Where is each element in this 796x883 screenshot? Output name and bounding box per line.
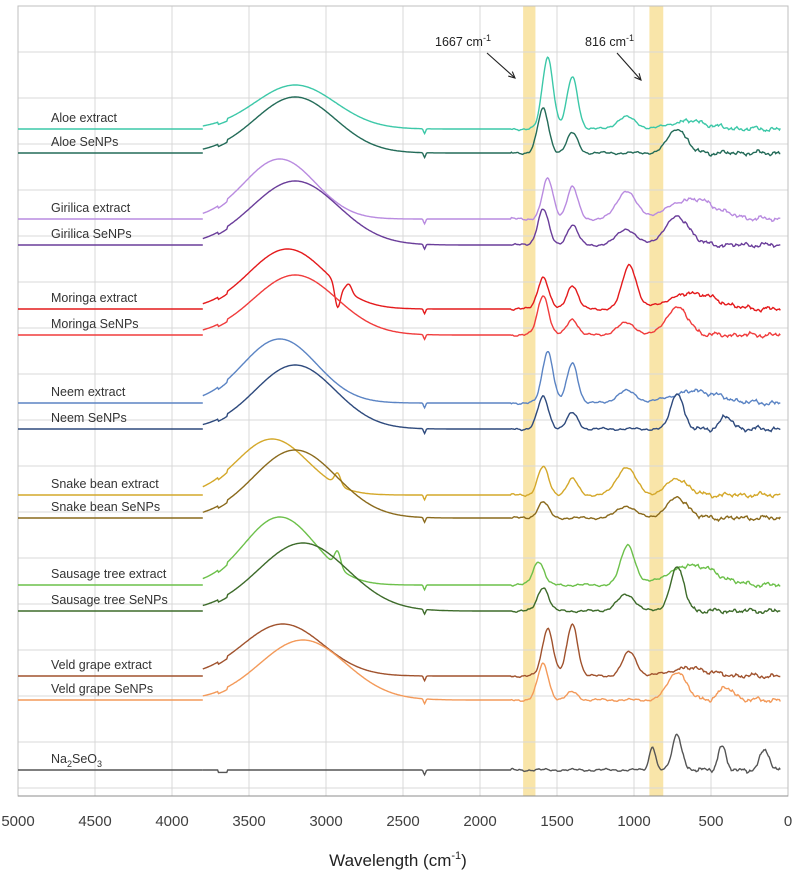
x-axis-title-exponent: -1 <box>451 850 461 862</box>
series-line-neem-extract <box>202 338 781 410</box>
series-label-veld-grape-senps: Veld grape SeNPs <box>51 682 153 696</box>
highlight-band-1667 <box>523 6 536 796</box>
series-labels: Aloe extract Aloe SeNPs Girilica extract Gi… <box>51 111 168 769</box>
series-line-sausage-tree-extract <box>202 516 781 592</box>
x-tick-label-1500: 1500 <box>540 813 573 830</box>
series-label-na2seo3: Na2SeO3 <box>51 752 102 769</box>
series-line-na2seo3 <box>202 733 781 777</box>
x-tick-label-1000: 1000 <box>617 813 650 830</box>
x-tick-label-0: 0 <box>784 813 792 830</box>
series-label-snake-bean-senps: Snake bean SeNPs <box>51 500 160 514</box>
highlight-bands <box>523 6 664 796</box>
series-line-snake-bean-extract <box>202 438 781 502</box>
series-line-neem-senps <box>202 364 781 436</box>
series-line-girilica-senps <box>202 180 781 251</box>
x-tick-label-2000: 2000 <box>463 813 496 830</box>
x-tick-label-3000: 3000 <box>309 813 342 830</box>
spectra <box>18 56 781 777</box>
x-tick-label-2500: 2500 <box>386 813 419 830</box>
highlight-band-816 <box>649 6 664 796</box>
annotation-arrowhead-1 <box>634 73 642 81</box>
series-line-aloe-extract <box>202 56 781 136</box>
series-label-veld-grape-extract: Veld grape extract <box>51 658 152 672</box>
series-line-girilica-extract <box>202 158 781 226</box>
series-label-sausage-tree-extract: Sausage tree extract <box>51 567 167 581</box>
annotation-arrow-1 <box>616 52 642 81</box>
series-label-neem-senps: Neem SeNPs <box>51 411 127 425</box>
series-label-aloe-senps: Aloe SeNPs <box>51 135 118 149</box>
x-tick-label-4000: 4000 <box>155 813 188 830</box>
series-label-aloe-extract: Aloe extract <box>51 111 118 125</box>
annotation-arrowhead-0 <box>508 71 516 79</box>
series-line-moringa-senps <box>202 274 781 341</box>
series-label-moringa-senps: Moringa SeNPs <box>51 317 139 331</box>
x-tick-label-5000: 5000 <box>1 813 34 830</box>
x-tick-label-500: 500 <box>698 813 723 830</box>
x-tick-label-4500: 4500 <box>78 813 111 830</box>
series-line-snake-bean-senps <box>202 449 781 524</box>
x-axis: 5000 4500 4000 3500 3000 2500 2000 1500 1000 500 0 <box>1 795 792 830</box>
series-line-moringa-extract <box>202 248 781 316</box>
x-axis-title: Wavelength (cm-1) <box>329 850 467 870</box>
series-label-snake-bean-extract: Snake bean extract <box>51 477 159 491</box>
annotations: 1667 cm-1 816 cm-1 <box>435 33 642 81</box>
series-label-neem-extract: Neem extract <box>51 385 126 399</box>
series-label-sausage-tree-senps: Sausage tree SeNPs <box>51 593 168 607</box>
annotation-label-1: 816 cm-1 <box>585 33 634 49</box>
annotation-arrow-0 <box>486 52 516 79</box>
series-line-sausage-tree-senps <box>202 542 781 616</box>
x-tick-label-3500: 3500 <box>232 813 265 830</box>
series-line-aloe-senps <box>202 96 781 160</box>
series-line-veld-grape-senps <box>202 639 781 706</box>
annotation-label-0: 1667 cm-1 <box>435 33 491 49</box>
series-label-girilica-extract: Girilica extract <box>51 201 131 215</box>
series-label-girilica-senps: Girilica SeNPs <box>51 227 132 241</box>
series-label-moringa-extract: Moringa extract <box>51 291 138 305</box>
series-line-veld-grape-extract <box>202 623 781 683</box>
